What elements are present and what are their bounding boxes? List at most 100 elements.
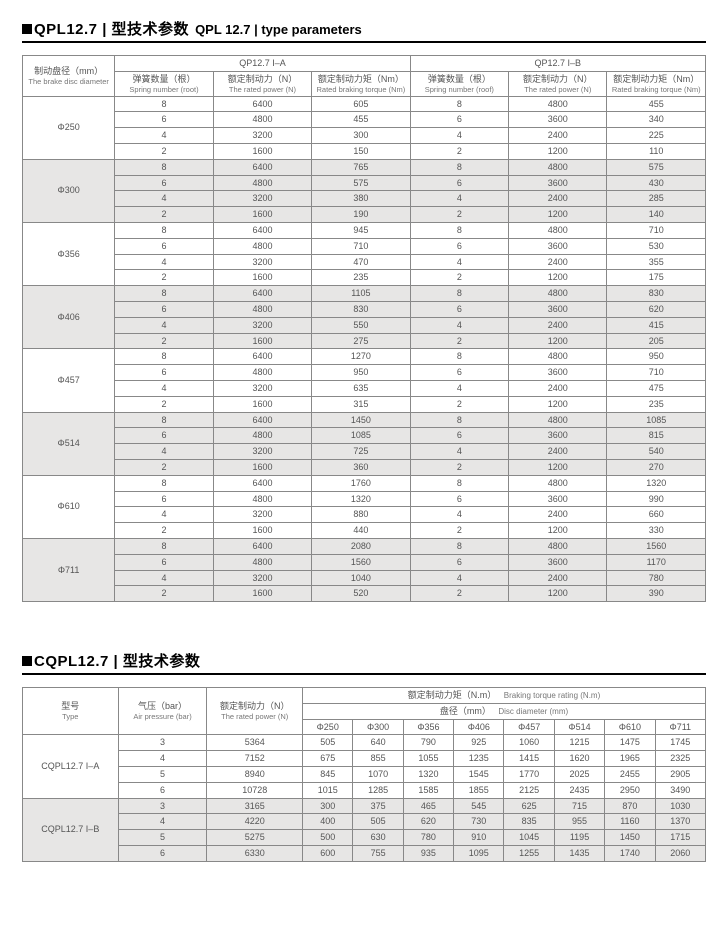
power-a: 6400 bbox=[213, 412, 311, 428]
torque-cell: 835 bbox=[504, 814, 554, 830]
col-power: 额定制动力（N）The rated power (N) bbox=[207, 688, 303, 735]
power-b: 4800 bbox=[509, 538, 607, 554]
spring-a: 2 bbox=[115, 143, 213, 159]
diameter-cell: Φ610 bbox=[23, 475, 115, 538]
spring-b: 4 bbox=[410, 128, 508, 144]
spring-b: 4 bbox=[410, 507, 508, 523]
table-row: 2160052021200390 bbox=[23, 586, 706, 602]
table-row: 648001560636001170 bbox=[23, 554, 706, 570]
spring-b: 6 bbox=[410, 175, 508, 191]
power-a: 6400 bbox=[213, 286, 311, 302]
table-row: 64800132063600990 bbox=[23, 491, 706, 507]
col-pressure: 气压（bar）Air pressure (bar) bbox=[118, 688, 207, 735]
power-a: 1600 bbox=[213, 207, 311, 223]
torque-b: 1170 bbox=[607, 554, 706, 570]
dia-col: Φ356 bbox=[403, 719, 453, 735]
table-row: 552755006307809101045119514501715 bbox=[23, 830, 706, 846]
square-icon bbox=[22, 656, 32, 666]
spring-a: 8 bbox=[115, 349, 213, 365]
pressure-cell: 5 bbox=[118, 830, 207, 846]
power-a: 1600 bbox=[213, 523, 311, 539]
table-row: 2160031521200235 bbox=[23, 396, 706, 412]
spring-a: 6 bbox=[115, 365, 213, 381]
dia-col: Φ250 bbox=[303, 719, 353, 735]
title2-main: CQPL12.7 | 型技术参数 bbox=[34, 650, 200, 671]
table-row: 4320030042400225 bbox=[23, 128, 706, 144]
power-b: 2400 bbox=[509, 444, 607, 460]
torque-b: 660 bbox=[607, 507, 706, 523]
pressure-cell: 5 bbox=[118, 767, 207, 783]
spring-b: 8 bbox=[410, 538, 508, 554]
spring-a: 4 bbox=[115, 128, 213, 144]
torque-a: 190 bbox=[312, 207, 410, 223]
power-cell: 3165 bbox=[207, 798, 303, 814]
power-b: 2400 bbox=[509, 191, 607, 207]
power-b: 1200 bbox=[509, 586, 607, 602]
table-row: 589408451070132015451770202524552905 bbox=[23, 767, 706, 783]
torque-a: 1105 bbox=[312, 286, 410, 302]
power-cell: 6330 bbox=[207, 846, 303, 862]
torque-cell: 1160 bbox=[605, 814, 655, 830]
square-icon bbox=[22, 24, 32, 34]
torque-a: 300 bbox=[312, 128, 410, 144]
spring-a: 6 bbox=[115, 554, 213, 570]
torque-cell: 955 bbox=[554, 814, 604, 830]
torque-cell: 755 bbox=[353, 846, 403, 862]
torque-cell: 1770 bbox=[504, 767, 554, 783]
spring-a: 2 bbox=[115, 333, 213, 349]
torque-b: 620 bbox=[607, 301, 706, 317]
torque-cell: 1475 bbox=[605, 735, 655, 751]
table-row: 6480095063600710 bbox=[23, 365, 706, 381]
table-row: 2160027521200205 bbox=[23, 333, 706, 349]
torque-b: 270 bbox=[607, 459, 706, 475]
col-torque: 额定制动力矩（N.m） Braking torque rating (N.m) bbox=[303, 688, 706, 704]
torque-cell: 1370 bbox=[655, 814, 705, 830]
torque-cell: 935 bbox=[403, 846, 453, 862]
spring-a: 4 bbox=[115, 444, 213, 460]
spring-a: 4 bbox=[115, 507, 213, 523]
torque-b: 475 bbox=[607, 380, 706, 396]
diameter-cell: Φ300 bbox=[23, 159, 115, 222]
torque-cell: 1255 bbox=[504, 846, 554, 862]
diameter-cell: Φ711 bbox=[23, 538, 115, 601]
pressure-cell: 6 bbox=[118, 846, 207, 862]
spring-b: 2 bbox=[410, 207, 508, 223]
col-power-a: 额定制动力（N）The rated power (N) bbox=[213, 71, 311, 96]
power-b: 2400 bbox=[509, 570, 607, 586]
torque-cell: 1045 bbox=[504, 830, 554, 846]
torque-cell: 3490 bbox=[655, 782, 705, 798]
power-b: 2400 bbox=[509, 317, 607, 333]
power-b: 3600 bbox=[509, 365, 607, 381]
torque-a: 725 bbox=[312, 444, 410, 460]
torque-b: 815 bbox=[607, 428, 706, 444]
table-row: 4320055042400415 bbox=[23, 317, 706, 333]
torque-cell: 1745 bbox=[655, 735, 705, 751]
torque-cell: 500 bbox=[303, 830, 353, 846]
table-row: 4320063542400475 bbox=[23, 380, 706, 396]
torque-a: 2080 bbox=[312, 538, 410, 554]
torque-cell: 1855 bbox=[454, 782, 504, 798]
table-row: Φ3008640076584800575 bbox=[23, 159, 706, 175]
table-row: 2160023521200175 bbox=[23, 270, 706, 286]
power-b: 3600 bbox=[509, 428, 607, 444]
torque-b: 540 bbox=[607, 444, 706, 460]
torque-cell: 300 bbox=[303, 798, 353, 814]
power-a: 6400 bbox=[213, 96, 311, 112]
torque-cell: 1965 bbox=[605, 751, 655, 767]
torque-cell: 1015 bbox=[303, 782, 353, 798]
torque-b: 140 bbox=[607, 207, 706, 223]
torque-b: 990 bbox=[607, 491, 706, 507]
diameter-cell: Φ356 bbox=[23, 222, 115, 285]
title2-rule bbox=[22, 673, 706, 675]
torque-b: 355 bbox=[607, 254, 706, 270]
torque-a: 1085 bbox=[312, 428, 410, 444]
torque-cell: 675 bbox=[303, 751, 353, 767]
power-a: 6400 bbox=[213, 159, 311, 175]
dia-col: Φ457 bbox=[504, 719, 554, 735]
table-row: 6480045563600340 bbox=[23, 112, 706, 128]
torque-a: 945 bbox=[312, 222, 410, 238]
torque-b: 340 bbox=[607, 112, 706, 128]
power-a: 4800 bbox=[213, 301, 311, 317]
spring-a: 6 bbox=[115, 112, 213, 128]
title1-sub: QPL 12.7 | type parameters bbox=[195, 22, 362, 37]
